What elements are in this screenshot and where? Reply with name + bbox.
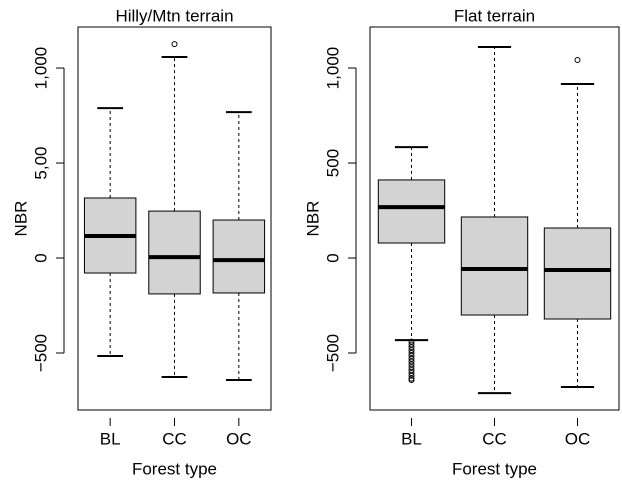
outlier xyxy=(408,367,415,374)
outlier xyxy=(408,369,415,376)
outlier xyxy=(408,364,415,371)
y-tick-label: 5,00 xyxy=(31,146,50,179)
outlier xyxy=(408,341,415,348)
outlier xyxy=(408,376,415,383)
y-axis-label: NBR xyxy=(11,201,30,237)
outlier xyxy=(408,372,415,379)
outlier xyxy=(408,347,415,354)
x-axis-label: Forest type xyxy=(452,459,537,478)
y-tick-label: 500 xyxy=(323,149,342,177)
x-axis-label: Forest type xyxy=(132,459,217,478)
box xyxy=(460,216,529,316)
outlier xyxy=(408,350,415,357)
x-tick-label: CC xyxy=(162,429,187,448)
outlier xyxy=(408,358,415,365)
x-tick-label: BL xyxy=(401,429,422,448)
y-tick-label: 0 xyxy=(31,253,50,262)
outlier xyxy=(408,338,415,345)
box xyxy=(148,210,201,295)
x-tick-label: OC xyxy=(226,429,252,448)
y-tick-label: 0 xyxy=(323,253,342,262)
y-tick-label: 1,000 xyxy=(31,47,50,90)
outlier xyxy=(408,361,415,368)
box xyxy=(212,219,266,294)
box xyxy=(377,179,446,244)
y-tick-label: −500 xyxy=(31,334,50,372)
x-tick-label: OC xyxy=(565,429,591,448)
panel-title: Flat terrain xyxy=(454,6,535,25)
panel-title: Hilly/Mtn terrain xyxy=(115,6,233,25)
x-tick-label: BL xyxy=(100,429,121,448)
y-tick-label: 1,000 xyxy=(323,47,342,90)
plot-frame xyxy=(77,26,272,411)
y-tick-label: −500 xyxy=(323,334,342,372)
outlier xyxy=(574,57,581,64)
outlier xyxy=(408,344,415,351)
box xyxy=(543,227,612,320)
y-axis-label: NBR xyxy=(303,201,322,237)
outlier xyxy=(171,41,178,48)
outlier xyxy=(408,352,415,359)
plot-frame xyxy=(369,26,620,411)
x-tick-label: CC xyxy=(482,429,507,448)
outlier xyxy=(408,355,415,362)
